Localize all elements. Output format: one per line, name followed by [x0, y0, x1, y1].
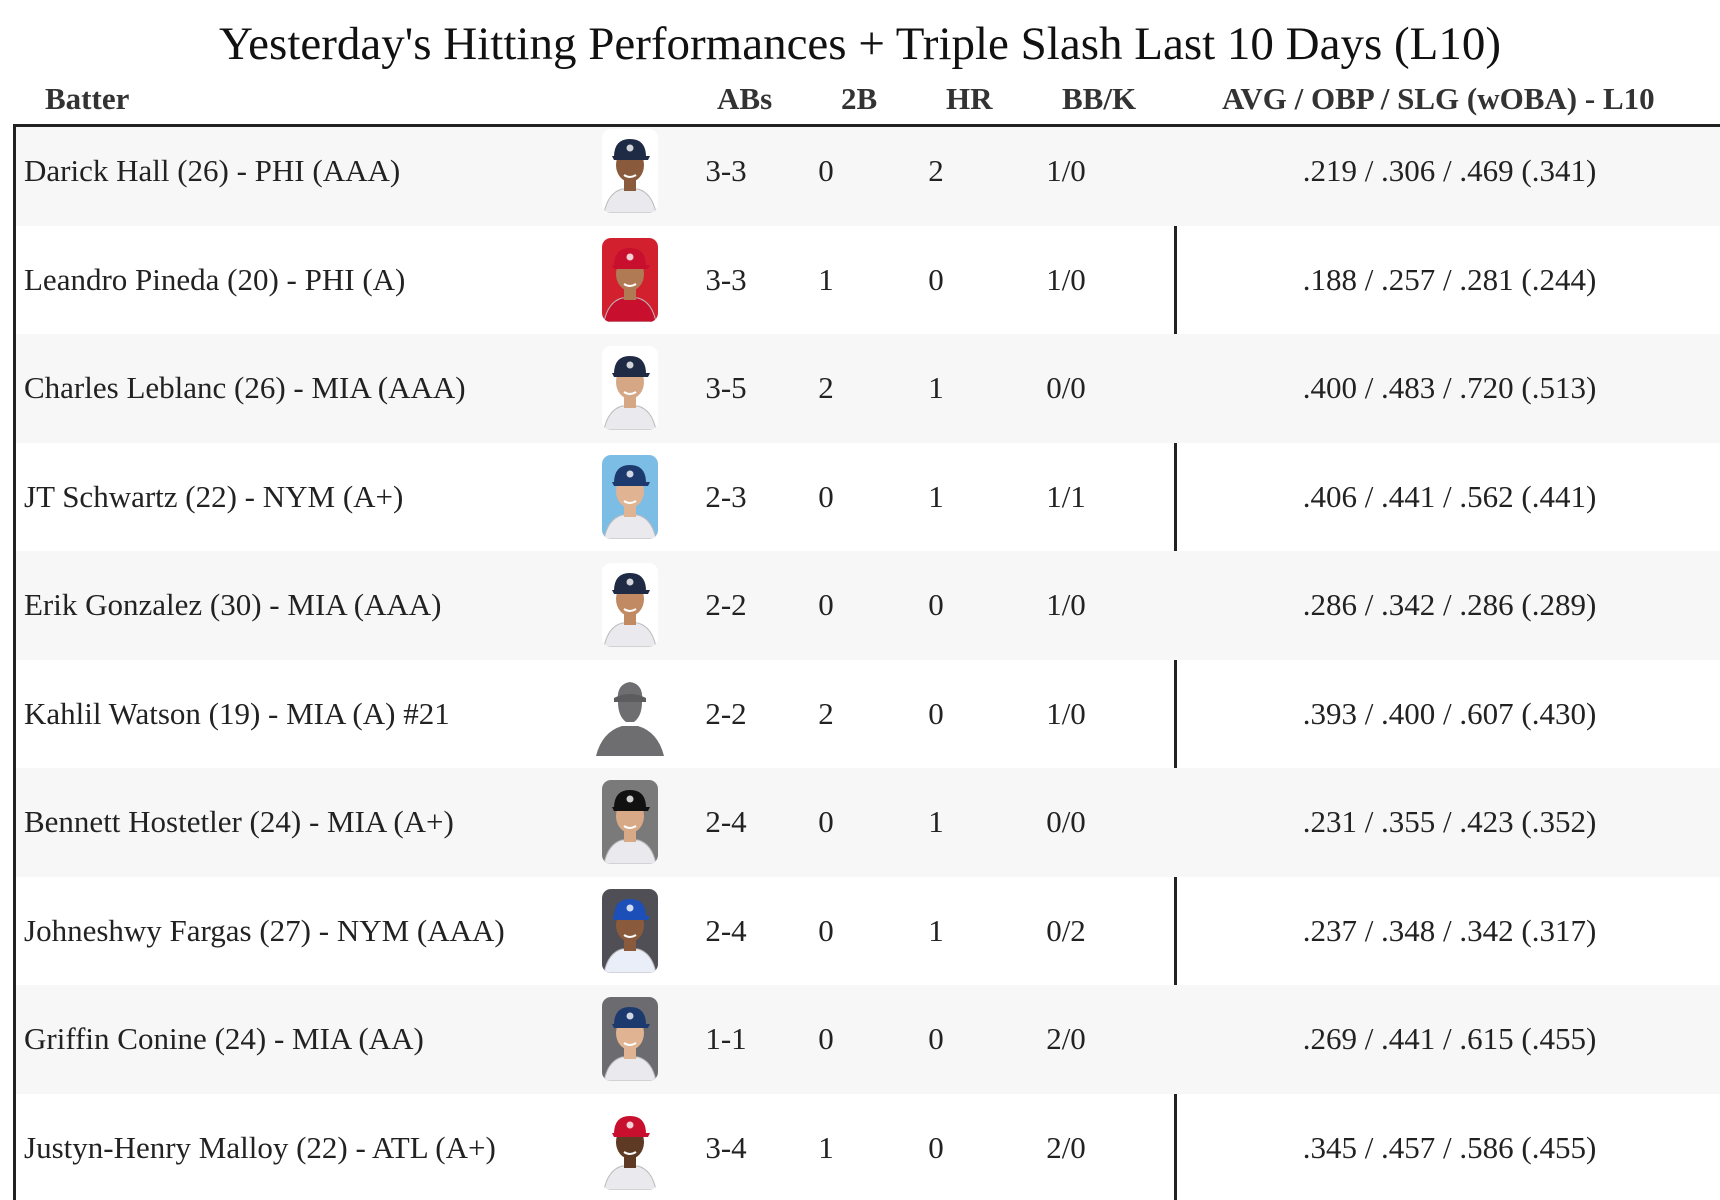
player-silhouette-icon — [594, 672, 666, 756]
slash-line-value: .400 / .483 / .720 (.513) — [1302, 370, 1597, 405]
doubles-value: 1 — [818, 261, 834, 297]
player-headshot — [602, 888, 658, 973]
hits-at-bats: 1-1 — [705, 1021, 747, 1056]
player-headshot — [602, 780, 658, 864]
player-name: Johneshwy Fargas (27) - NYM (AAA) — [24, 912, 505, 948]
table-row: Darick Hall (26) - PHI (AAA) 3-3 0 2 1/0 .219… — [16, 127, 1720, 226]
hits-at-bats: 3-3 — [705, 153, 747, 188]
player-headshot — [602, 129, 658, 213]
home-runs-value: 1 — [928, 478, 944, 514]
walks-strikeouts-value: 2/0 — [1046, 1129, 1086, 1165]
hits-at-bats: 3-3 — [705, 261, 747, 297]
home-runs-value: 0 — [928, 1021, 944, 1056]
doubles-value: 0 — [818, 804, 834, 839]
player-headshot — [602, 997, 658, 1081]
slash-line-value: .188 / .257 / .281 (.244) — [1302, 261, 1597, 297]
slash-line-value: .231 / .355 / .423 (.352) — [1302, 804, 1597, 839]
slash-line-value: .237 / .348 / .342 (.317) — [1302, 912, 1597, 948]
doubles-value: 1 — [818, 1129, 834, 1165]
table-row: Bennett Hostetler (24) - MIA (A+) 2-4 0 1 0/… — [16, 768, 1720, 877]
hits-at-bats: 3-4 — [705, 1129, 747, 1165]
doubles-value: 0 — [818, 1021, 834, 1056]
home-runs-value: 0 — [928, 1129, 944, 1165]
hits-at-bats: 2-3 — [705, 478, 747, 514]
walks-strikeouts-value: 1/0 — [1046, 695, 1086, 731]
doubles-value: 0 — [818, 153, 834, 188]
slash-line-value: .286 / .342 / .286 (.289) — [1302, 587, 1597, 622]
column-divider — [1174, 127, 1177, 1200]
slash-line-value: .393 / .400 / .607 (.430) — [1302, 695, 1597, 731]
table-row: Charles Leblanc (26) - MIA (AAA) 3-5 2 1 0/0… — [16, 334, 1720, 443]
player-name: Leandro Pineda (20) - PHI (A) — [24, 261, 406, 297]
hits-at-bats: 2-2 — [705, 695, 747, 731]
walks-strikeouts-value: 1/0 — [1046, 153, 1086, 188]
column-header-hr: HR — [946, 81, 993, 116]
page-title: Yesterday's Hitting Performances + Tripl… — [218, 18, 1502, 70]
home-runs-value: 0 — [928, 587, 944, 622]
hits-at-bats: 2-4 — [705, 804, 747, 839]
home-runs-value: 0 — [928, 261, 944, 297]
home-runs-value: 1 — [928, 804, 944, 839]
player-headshot — [602, 563, 658, 647]
table-row: Kahlil Watson (19) - MIA (A) #21 2-2 2 0 1/0… — [16, 660, 1720, 769]
player-headshot — [602, 346, 658, 430]
walks-strikeouts-value: 1/1 — [1046, 478, 1086, 514]
table-row: Griffin Conine (24) - MIA (AA) 1-1 0 0 2/0 .2… — [16, 985, 1720, 1094]
walks-strikeouts-value: 0/0 — [1046, 804, 1086, 839]
slash-line-value: .219 / .306 / .469 (.341) — [1302, 153, 1597, 188]
home-runs-value: 1 — [928, 370, 944, 405]
player-name: Griffin Conine (24) - MIA (AA) — [24, 1021, 424, 1056]
walks-strikeouts-value: 0/0 — [1046, 370, 1086, 405]
slash-line-value: .406 / .441 / .562 (.441) — [1302, 478, 1597, 514]
table-row: Leandro Pineda (20) - PHI (A) 3-3 1 0 1/0 .18… — [16, 226, 1720, 335]
hits-at-bats: 2-4 — [705, 912, 747, 948]
player-headshot — [602, 454, 658, 539]
stats-table: Darick Hall (26) - PHI (AAA) 3-3 0 2 1/0 .219… — [13, 124, 1720, 1200]
doubles-value: 0 — [818, 587, 834, 622]
player-name: JT Schwartz (22) - NYM (A+) — [24, 478, 404, 514]
doubles-value: 2 — [818, 370, 834, 405]
player-name: Kahlil Watson (19) - MIA (A) #21 — [24, 695, 450, 731]
table-row: Johneshwy Fargas (27) - NYM (AAA) 2-4 0 1 0/… — [16, 877, 1720, 986]
hits-at-bats: 2-2 — [705, 587, 747, 622]
hits-at-bats: 3-5 — [705, 370, 747, 405]
column-header-slash-line: AVG / OBP / SLG (wOBA) - L10 — [1222, 81, 1655, 116]
walks-strikeouts-value: 1/0 — [1046, 261, 1086, 297]
player-name: Darick Hall (26) - PHI (AAA) — [24, 153, 401, 188]
player-name: Justyn-Henry Malloy (22) - ATL (A+) — [24, 1129, 496, 1165]
player-headshot — [602, 237, 658, 322]
home-runs-value: 1 — [928, 912, 944, 948]
home-runs-value: 2 — [928, 153, 944, 188]
table-row: JT Schwartz (22) - NYM (A+) 2-3 0 1 1/1 .406 … — [16, 443, 1720, 552]
column-header-doubles: 2B — [841, 81, 878, 116]
table-row: Erik Gonzalez (30) - MIA (AAA) 2-2 0 0 1/0 .2… — [16, 551, 1720, 660]
slash-line-value: .269 / .441 / .615 (.455) — [1302, 1021, 1597, 1056]
doubles-value: 0 — [818, 912, 834, 948]
home-runs-value: 0 — [928, 695, 944, 731]
walks-strikeouts-value: 0/2 — [1046, 912, 1086, 948]
player-name: Bennett Hostetler (24) - MIA (A+) — [24, 804, 454, 839]
column-header-bb-k: BB/K — [1062, 81, 1137, 116]
player-name: Charles Leblanc (26) - MIA (AAA) — [24, 370, 466, 405]
slash-line-value: .345 / .457 / .586 (.455) — [1302, 1129, 1597, 1165]
walks-strikeouts-value: 2/0 — [1046, 1021, 1086, 1056]
player-headshot — [602, 1105, 658, 1190]
walks-strikeouts-value: 1/0 — [1046, 587, 1086, 622]
column-header-batter: Batter — [45, 81, 130, 116]
player-name: Erik Gonzalez (30) - MIA (AAA) — [24, 587, 442, 622]
doubles-value: 2 — [818, 695, 834, 731]
table-row: Justyn-Henry Malloy (22) - ATL (A+) 3-4 1 0… — [16, 1094, 1720, 1200]
table-header: Batter ABs 2B HR BB/K AVG / OBP / SLG (w… — [0, 76, 1720, 124]
column-header-abs: ABs — [717, 81, 773, 116]
doubles-value: 0 — [818, 478, 834, 514]
